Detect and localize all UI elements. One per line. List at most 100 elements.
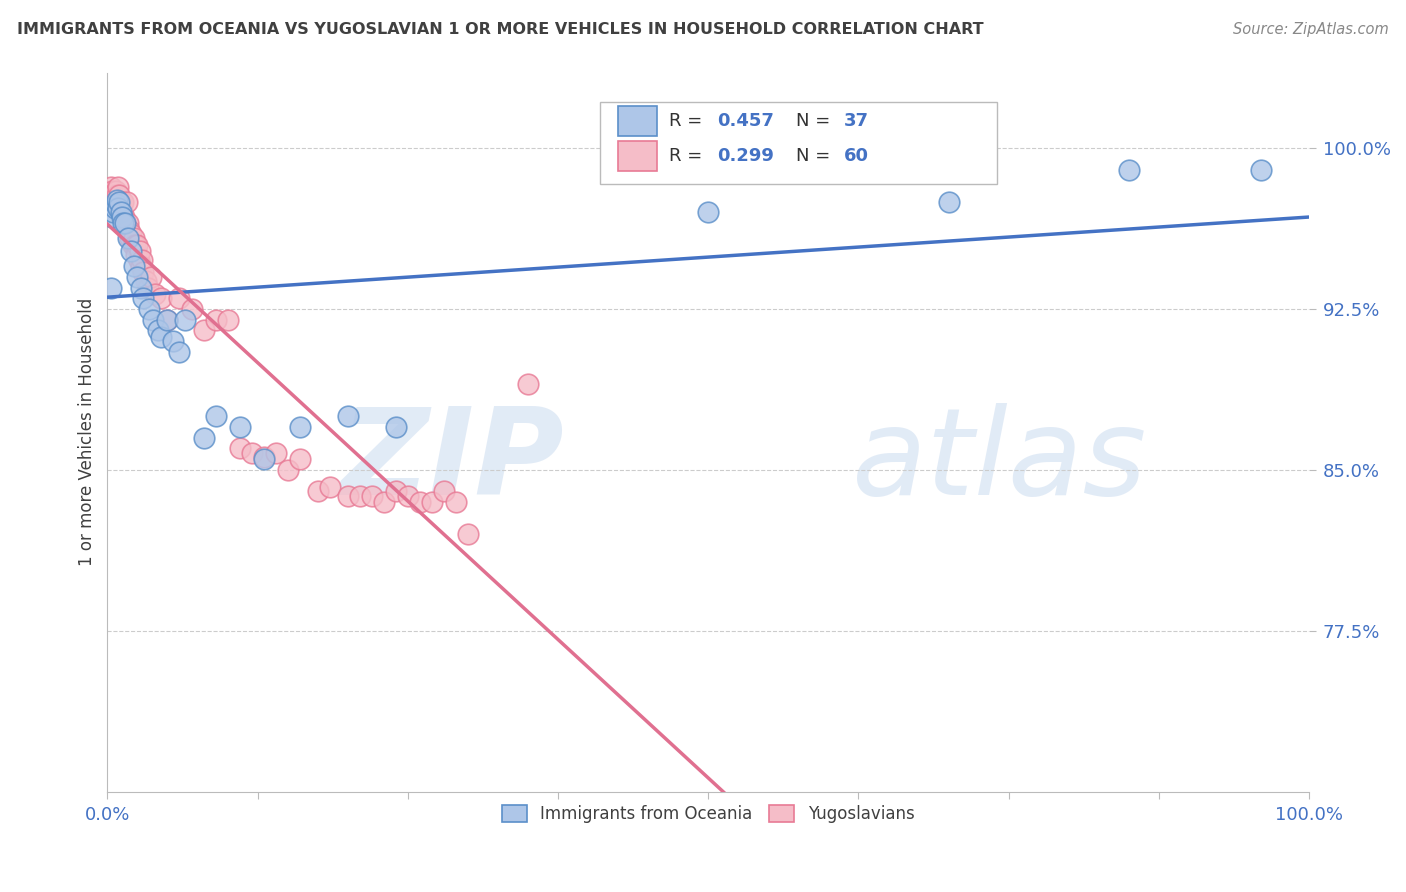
Point	[409, 495, 432, 509]
Point	[117, 231, 139, 245]
Point	[697, 205, 720, 219]
Point	[156, 312, 179, 326]
FancyBboxPatch shape	[619, 106, 657, 136]
Text: 37: 37	[844, 112, 869, 130]
Point	[98, 188, 121, 202]
Point	[142, 312, 165, 326]
Point	[107, 201, 129, 215]
Point	[114, 216, 136, 230]
Point	[129, 280, 152, 294]
Point	[101, 184, 124, 198]
Text: N =: N =	[796, 146, 837, 165]
Point	[111, 194, 134, 209]
Point	[385, 420, 408, 434]
Point	[111, 205, 134, 219]
Point	[938, 194, 960, 209]
Text: N =: N =	[796, 112, 837, 130]
Point	[1118, 162, 1140, 177]
Point	[136, 280, 159, 294]
Point	[277, 463, 299, 477]
Point	[122, 259, 145, 273]
Point	[156, 312, 179, 326]
Point	[307, 484, 329, 499]
Point	[145, 287, 167, 301]
Point	[132, 265, 155, 279]
Point	[146, 323, 169, 337]
Point	[103, 188, 125, 202]
Text: Source: ZipAtlas.com: Source: ZipAtlas.com	[1233, 22, 1389, 37]
Point	[444, 495, 467, 509]
Point	[131, 252, 153, 267]
Point	[360, 489, 382, 503]
Point	[228, 442, 250, 456]
Point	[217, 312, 239, 326]
Point	[112, 210, 135, 224]
Point	[252, 450, 274, 464]
Point	[104, 194, 127, 209]
Point	[139, 269, 162, 284]
Point	[115, 194, 138, 209]
Point	[101, 210, 124, 224]
Point	[120, 227, 142, 241]
Point	[114, 216, 136, 230]
Point	[1250, 162, 1272, 177]
Point	[100, 280, 122, 294]
Point	[373, 495, 395, 509]
Text: R =: R =	[669, 146, 707, 165]
FancyBboxPatch shape	[619, 141, 657, 170]
Point	[180, 301, 202, 316]
Point	[150, 330, 173, 344]
Point	[127, 237, 149, 252]
Point	[150, 291, 173, 305]
Point	[122, 231, 145, 245]
Point	[118, 222, 141, 236]
Point	[129, 259, 152, 273]
Point	[169, 291, 191, 305]
Point	[349, 489, 371, 503]
Text: 0.457: 0.457	[717, 112, 773, 130]
Point	[385, 484, 408, 499]
Point	[396, 489, 419, 503]
Point	[100, 179, 122, 194]
Point	[124, 237, 146, 252]
Point	[336, 409, 359, 424]
Text: IMMIGRANTS FROM OCEANIA VS YUGOSLAVIAN 1 OR MORE VEHICLES IN HOUSEHOLD CORRELATI: IMMIGRANTS FROM OCEANIA VS YUGOSLAVIAN 1…	[17, 22, 984, 37]
Point	[128, 244, 150, 258]
Legend: Immigrants from Oceania, Yugoslavians: Immigrants from Oceania, Yugoslavians	[495, 798, 921, 830]
Text: 60: 60	[844, 146, 869, 165]
Point	[318, 480, 340, 494]
Point	[104, 184, 127, 198]
Point	[193, 323, 215, 337]
Point	[336, 489, 359, 503]
Text: atlas: atlas	[852, 402, 1147, 519]
FancyBboxPatch shape	[600, 102, 997, 185]
Point	[111, 210, 134, 224]
Text: 0.299: 0.299	[717, 146, 773, 165]
Point	[288, 420, 311, 434]
Point	[104, 197, 127, 211]
Point	[111, 216, 134, 230]
Point	[128, 252, 150, 267]
Y-axis label: 1 or more Vehicles in Household: 1 or more Vehicles in Household	[79, 298, 96, 566]
Point	[228, 420, 250, 434]
Point	[110, 205, 132, 219]
Point	[117, 216, 139, 230]
Point	[174, 312, 197, 326]
Point	[127, 269, 149, 284]
Point	[103, 205, 125, 219]
Point	[104, 201, 127, 215]
Point	[204, 409, 226, 424]
Point	[138, 301, 160, 316]
Point	[107, 179, 129, 194]
Point	[169, 344, 191, 359]
Point	[264, 445, 287, 459]
Point	[105, 193, 128, 207]
Point	[120, 231, 142, 245]
Point	[121, 237, 143, 252]
Point	[120, 244, 142, 258]
Point	[105, 188, 128, 202]
Point	[457, 527, 479, 541]
Text: ZIP: ZIP	[340, 402, 564, 519]
Point	[433, 484, 456, 499]
Text: R =: R =	[669, 112, 707, 130]
